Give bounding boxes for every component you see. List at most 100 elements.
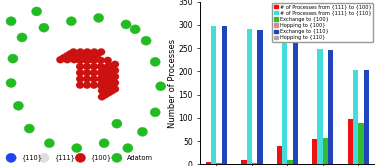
Circle shape <box>101 73 109 80</box>
Circle shape <box>76 57 84 64</box>
Circle shape <box>73 54 82 61</box>
Circle shape <box>104 77 113 84</box>
Y-axis label: Number of Processes: Number of Processes <box>168 39 177 127</box>
Bar <box>353 70 358 164</box>
Circle shape <box>104 83 113 90</box>
Bar <box>206 162 211 164</box>
Circle shape <box>121 20 131 29</box>
Circle shape <box>97 57 105 64</box>
Text: {100}: {100} <box>90 154 112 161</box>
Circle shape <box>70 52 78 59</box>
Bar <box>287 160 293 164</box>
Circle shape <box>77 56 85 63</box>
Circle shape <box>137 127 147 136</box>
Circle shape <box>83 63 91 70</box>
Bar <box>282 42 287 164</box>
Circle shape <box>101 79 109 86</box>
Circle shape <box>63 52 71 59</box>
Circle shape <box>104 69 112 76</box>
Circle shape <box>84 52 92 59</box>
Circle shape <box>80 50 88 57</box>
Circle shape <box>97 75 105 83</box>
Circle shape <box>83 69 91 76</box>
Circle shape <box>31 7 42 16</box>
Circle shape <box>97 63 105 70</box>
Circle shape <box>63 56 71 63</box>
Circle shape <box>130 25 140 34</box>
Circle shape <box>90 75 98 83</box>
Circle shape <box>83 82 91 89</box>
Circle shape <box>98 81 106 88</box>
Circle shape <box>67 54 74 61</box>
Circle shape <box>111 73 119 80</box>
Text: {111}: {111} <box>54 154 75 161</box>
Circle shape <box>83 57 91 64</box>
Circle shape <box>66 50 74 57</box>
Circle shape <box>39 23 49 32</box>
Circle shape <box>70 48 77 55</box>
Circle shape <box>6 79 16 87</box>
Circle shape <box>98 93 106 100</box>
Circle shape <box>87 54 95 61</box>
Circle shape <box>97 82 105 89</box>
Bar <box>246 29 252 164</box>
Bar <box>241 160 246 164</box>
Circle shape <box>104 82 112 89</box>
Circle shape <box>111 85 119 93</box>
Circle shape <box>76 75 84 83</box>
Circle shape <box>6 17 16 26</box>
Circle shape <box>111 67 119 74</box>
Circle shape <box>108 81 116 88</box>
Circle shape <box>97 69 105 76</box>
Circle shape <box>93 13 104 22</box>
Circle shape <box>104 65 113 72</box>
Circle shape <box>70 56 78 63</box>
Circle shape <box>112 119 122 128</box>
Circle shape <box>8 54 18 63</box>
Circle shape <box>83 75 91 83</box>
Circle shape <box>97 48 105 55</box>
Circle shape <box>91 52 99 59</box>
Circle shape <box>101 67 109 74</box>
Circle shape <box>104 63 112 70</box>
Circle shape <box>77 52 85 59</box>
Circle shape <box>98 75 106 82</box>
Circle shape <box>39 153 49 162</box>
Circle shape <box>56 56 64 63</box>
Legend: # of Processes from {111} to {100}, # of Processes from {111} to {110}, Exchange: # of Processes from {111} to {100}, # of… <box>273 3 373 42</box>
Circle shape <box>90 57 98 64</box>
Circle shape <box>99 139 109 148</box>
Circle shape <box>141 36 151 45</box>
Circle shape <box>90 69 98 76</box>
Text: {110}: {110} <box>21 154 42 161</box>
Circle shape <box>104 71 113 78</box>
Circle shape <box>60 54 68 61</box>
Text: Adatom: Adatom <box>127 155 153 161</box>
Circle shape <box>123 144 133 153</box>
Circle shape <box>17 33 27 42</box>
Circle shape <box>104 57 112 64</box>
Bar <box>318 49 323 164</box>
Circle shape <box>111 61 119 68</box>
Circle shape <box>108 75 116 82</box>
Circle shape <box>83 48 91 55</box>
Circle shape <box>66 17 76 26</box>
Bar <box>211 26 217 164</box>
Circle shape <box>73 50 81 57</box>
Circle shape <box>72 144 82 153</box>
Circle shape <box>44 139 54 148</box>
Circle shape <box>24 124 34 133</box>
Circle shape <box>108 87 116 95</box>
Circle shape <box>90 48 98 55</box>
Bar <box>312 139 318 164</box>
Circle shape <box>150 108 160 117</box>
Circle shape <box>101 85 109 92</box>
Circle shape <box>150 57 160 66</box>
Circle shape <box>76 82 84 89</box>
Bar <box>328 50 333 164</box>
Circle shape <box>76 48 84 55</box>
Circle shape <box>104 75 112 83</box>
Bar <box>252 163 257 164</box>
Circle shape <box>156 82 166 91</box>
Circle shape <box>6 153 16 162</box>
